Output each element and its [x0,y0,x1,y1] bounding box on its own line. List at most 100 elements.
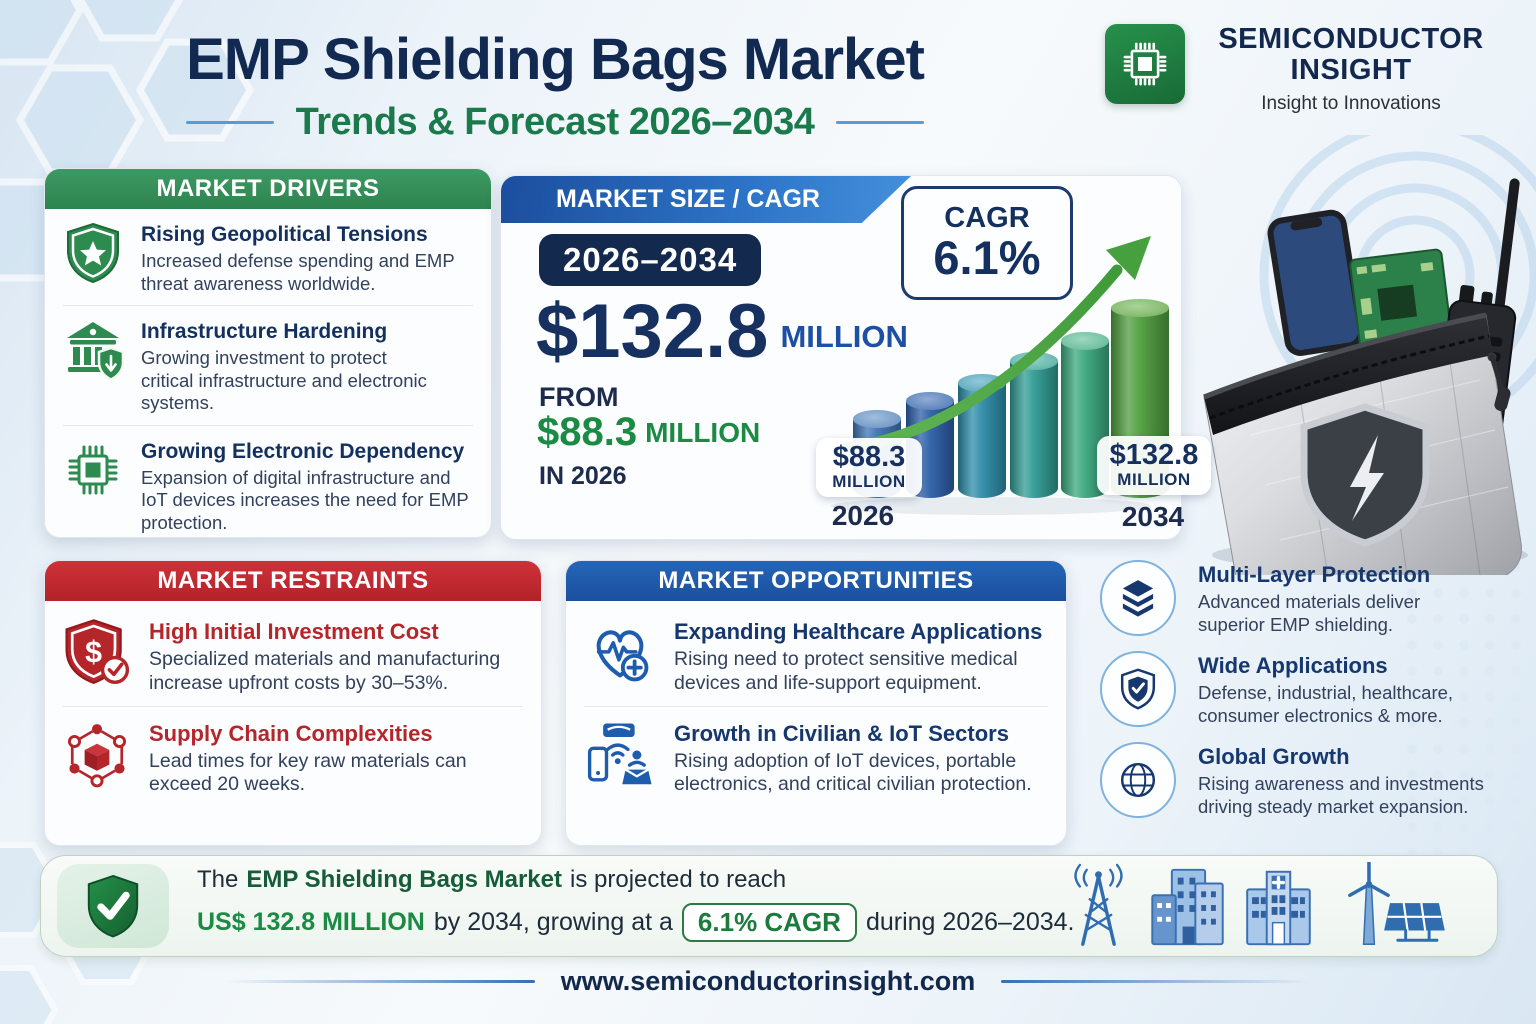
page-title: EMP Shielding Bags Market [186,27,925,92]
summary-cagr-badge: 6.1% CAGR [681,903,857,942]
cagr-value: 6.1% [933,230,1041,284]
subtitle-dash-left [185,121,274,124]
summary-line1-pre: The [197,866,239,893]
city-buildings-icon [1151,868,1224,946]
brand-tagline: Insight to Innovations [1261,93,1441,115]
value-number: $132.8 [536,289,769,374]
brand-name-line1: SEMICONDUCTOR [1218,23,1484,55]
hospital-icon [1246,870,1311,946]
label-value: $132.8 [1109,439,1199,471]
driver-desc: Increased defense spending and EMP threa… [141,250,455,294]
subtitle-dash-right [836,121,925,124]
from-label: FROM [539,382,619,412]
feature-title: Wide Applications [1198,653,1388,679]
header: EMP Shielding Bags Market Trends & Forec… [40,26,1070,144]
summary-value: US$ 132.8 MILLION [197,908,425,936]
shield-star-icon [61,221,125,290]
chart-first-point-label: $88.3 MILLION [816,438,922,498]
shield-lightning-emblem [1300,403,1430,547]
market-restraints-header: MARKET RESTRAINTS [45,561,541,601]
forecast-period-badge: 2026–2034 [539,234,762,286]
shield-check-icon [1100,651,1176,728]
emp-bag-hero-image [1180,119,1536,608]
restraint-item-supply-chain: Supply Chain Complexities Lead times for… [45,707,541,808]
divider [584,705,1048,707]
chart-last-year: 2034 [1121,501,1185,532]
feature-desc: Rising awareness and investments driving… [1198,773,1484,817]
market-size-value: $132.8 MILLION [536,294,908,370]
layers-icon [1100,560,1176,636]
summary-line2-post: during 2026–2034. [865,908,1075,936]
chart-last-point-label: $132.8 MILLION [1097,436,1211,496]
feature-global-growth: Global Growth Rising awareness and inves… [1100,742,1528,819]
restraint-desc: Specialized materials and manufacturing … [149,648,501,694]
feature-multi-layer: Multi-Layer Protection Advanced material… [1100,560,1528,636]
from-unit: MILLION [645,417,761,448]
brand-name-line2: INSIGHT [1290,54,1412,87]
restraint-item-investment: $ High Initial Investment Cost Specializ… [45,601,541,706]
opportunity-title: Expanding Healthcare Applications [674,619,1043,644]
market-size-header: MARKET SIZE / CAGR [501,176,911,223]
driver-desc: Expansion of digital infrastructure and … [141,466,469,533]
chart-bar-year-3 [1010,352,1058,498]
driver-item-electronic-dependency: Growing Electronic Dependency Expansion … [45,426,491,545]
footer-line-left [224,980,535,983]
summary-banner: The EMP Shielding Bags Market is project… [40,855,1498,957]
opportunity-item-healthcare: Expanding Healthcare Applications Rising… [566,601,1066,706]
driver-item-infrastructure: Infrastructure Hardening Growing investm… [45,306,491,425]
market-restraints-card: MARKET RESTRAINTS $ High Initial Investm… [44,560,542,846]
from-number: $88.3 [537,410,638,454]
chart-first-year: 2026 [831,500,895,531]
market-drivers-header: MARKET DRIVERS [45,169,491,209]
market-drivers-card: MARKET DRIVERS Rising Geopolitical Tensi… [44,168,492,538]
globe-icon [1100,742,1176,819]
label-unit: MILLION [1117,470,1191,490]
wind-turbine-solar-icon [1348,861,1445,945]
feature-list: Multi-Layer Protection Advanced material… [1100,560,1528,819]
from-value: $88.3 MILLION [537,412,760,452]
cagr-badge: CAGR 6.1% [901,186,1073,300]
value-unit: MILLION [780,319,908,354]
feature-title: Global Growth [1198,744,1350,770]
restraint-desc: Lead times for key raw materials can exc… [149,749,467,796]
market-opportunities-card: MARKET OPPORTUNITIES Expanding Healthcar… [565,560,1067,846]
chip-logo-icon [1105,24,1185,104]
brand-logo: SEMICONDUCTOR INSIGHT Insight to Innovat… [1105,23,1501,115]
market-size-card: MARKET SIZE / CAGR 2026–2034 $132.8 MILLI… [500,175,1211,540]
website-link[interactable]: www.semiconductorinsight.com [560,966,976,996]
summary-text: The EMP Shielding Bags Market is project… [197,866,1075,942]
footer: www.semiconductorinsight.com [0,966,1536,997]
opportunity-desc: Rising need to protect sensitive medical… [674,648,1018,694]
iot-devices-icon [582,719,658,796]
divider [63,705,523,707]
opportunity-desc: Rising adoption of IoT devices, portable… [674,749,1032,796]
feature-title: Multi-Layer Protection [1198,562,1431,587]
bank-shield-icon [61,318,125,387]
green-shield-check-icon [57,864,169,948]
restraint-title: High Initial Investment Cost [149,619,439,644]
summary-line2-mid: by 2034, growing at a [433,908,673,936]
radio-tower-icon [1074,863,1123,946]
driver-title: Rising Geopolitical Tensions [141,223,428,246]
summary-market-name: EMP Shielding Bags Market [246,866,562,893]
circuit-chip-icon [61,438,125,507]
bag-zipper [1204,315,1493,435]
svg-text:$: $ [85,636,102,669]
market-opportunities-header: MARKET OPPORTUNITIES [566,561,1066,601]
smartphone-icon [1267,209,1364,356]
feature-wide-applications: Wide Applications Defense, industrial, h… [1100,651,1528,728]
divider [63,424,473,426]
label-unit: MILLION [832,472,906,492]
brand-text: SEMICONDUCTOR INSIGHT Insight to Innovat… [1201,23,1501,115]
opportunity-title: Growth in Civilian & IoT Sectors [674,720,1009,746]
divider [63,305,473,307]
label-value: $88.3 [832,441,906,473]
footer-line-right [1001,980,1312,983]
from-year: IN 2026 [539,462,627,490]
heart-pulse-icon [582,617,658,694]
feature-desc: Defense, industrial, healthcare, consume… [1198,682,1454,726]
restraint-title: Supply Chain Complexities [149,720,433,746]
summary-line1-post: is projected to reach [570,866,787,893]
driver-item-geopolitical: Rising Geopolitical Tensions Increased d… [45,209,491,305]
